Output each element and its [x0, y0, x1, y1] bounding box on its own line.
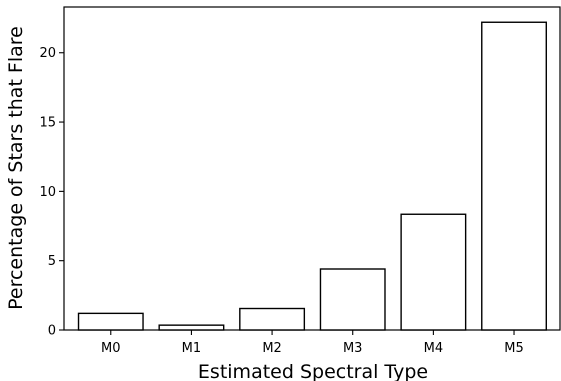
x-tick-label-m2: M2: [262, 341, 282, 356]
x-tick-label-m0: M0: [101, 341, 121, 356]
y-tick-label: 10: [39, 185, 56, 200]
bar-m1: [158, 324, 225, 331]
y-axis: 0 5 10 15 20: [39, 46, 64, 339]
x-tick-label-m1: M1: [182, 341, 202, 356]
plot-border: [63, 6, 561, 331]
x-axis-label: Estimated Spectral Type: [198, 361, 428, 381]
x-tick-label-m5: M5: [504, 341, 524, 356]
y-axis-label: Percentage of Stars that Flare: [5, 26, 27, 310]
y-tick-label: 0: [48, 324, 56, 339]
y-tick-label: 5: [48, 254, 56, 269]
y-tick-label: 15: [39, 116, 56, 131]
plot-frame: [63, 6, 561, 331]
bars-group: [77, 21, 547, 331]
bar-m2: [239, 307, 306, 331]
bar-m4: [400, 213, 467, 331]
x-axis: M0 M1 M2 M3 M4 M5: [101, 330, 524, 356]
x-tick-label-m3: M3: [343, 341, 363, 356]
y-tick-label: 20: [39, 46, 56, 61]
x-tick-label-m4: M4: [424, 341, 444, 356]
bar-m5: [481, 21, 547, 331]
bar-m3: [319, 268, 386, 331]
bar-m0: [77, 312, 144, 331]
